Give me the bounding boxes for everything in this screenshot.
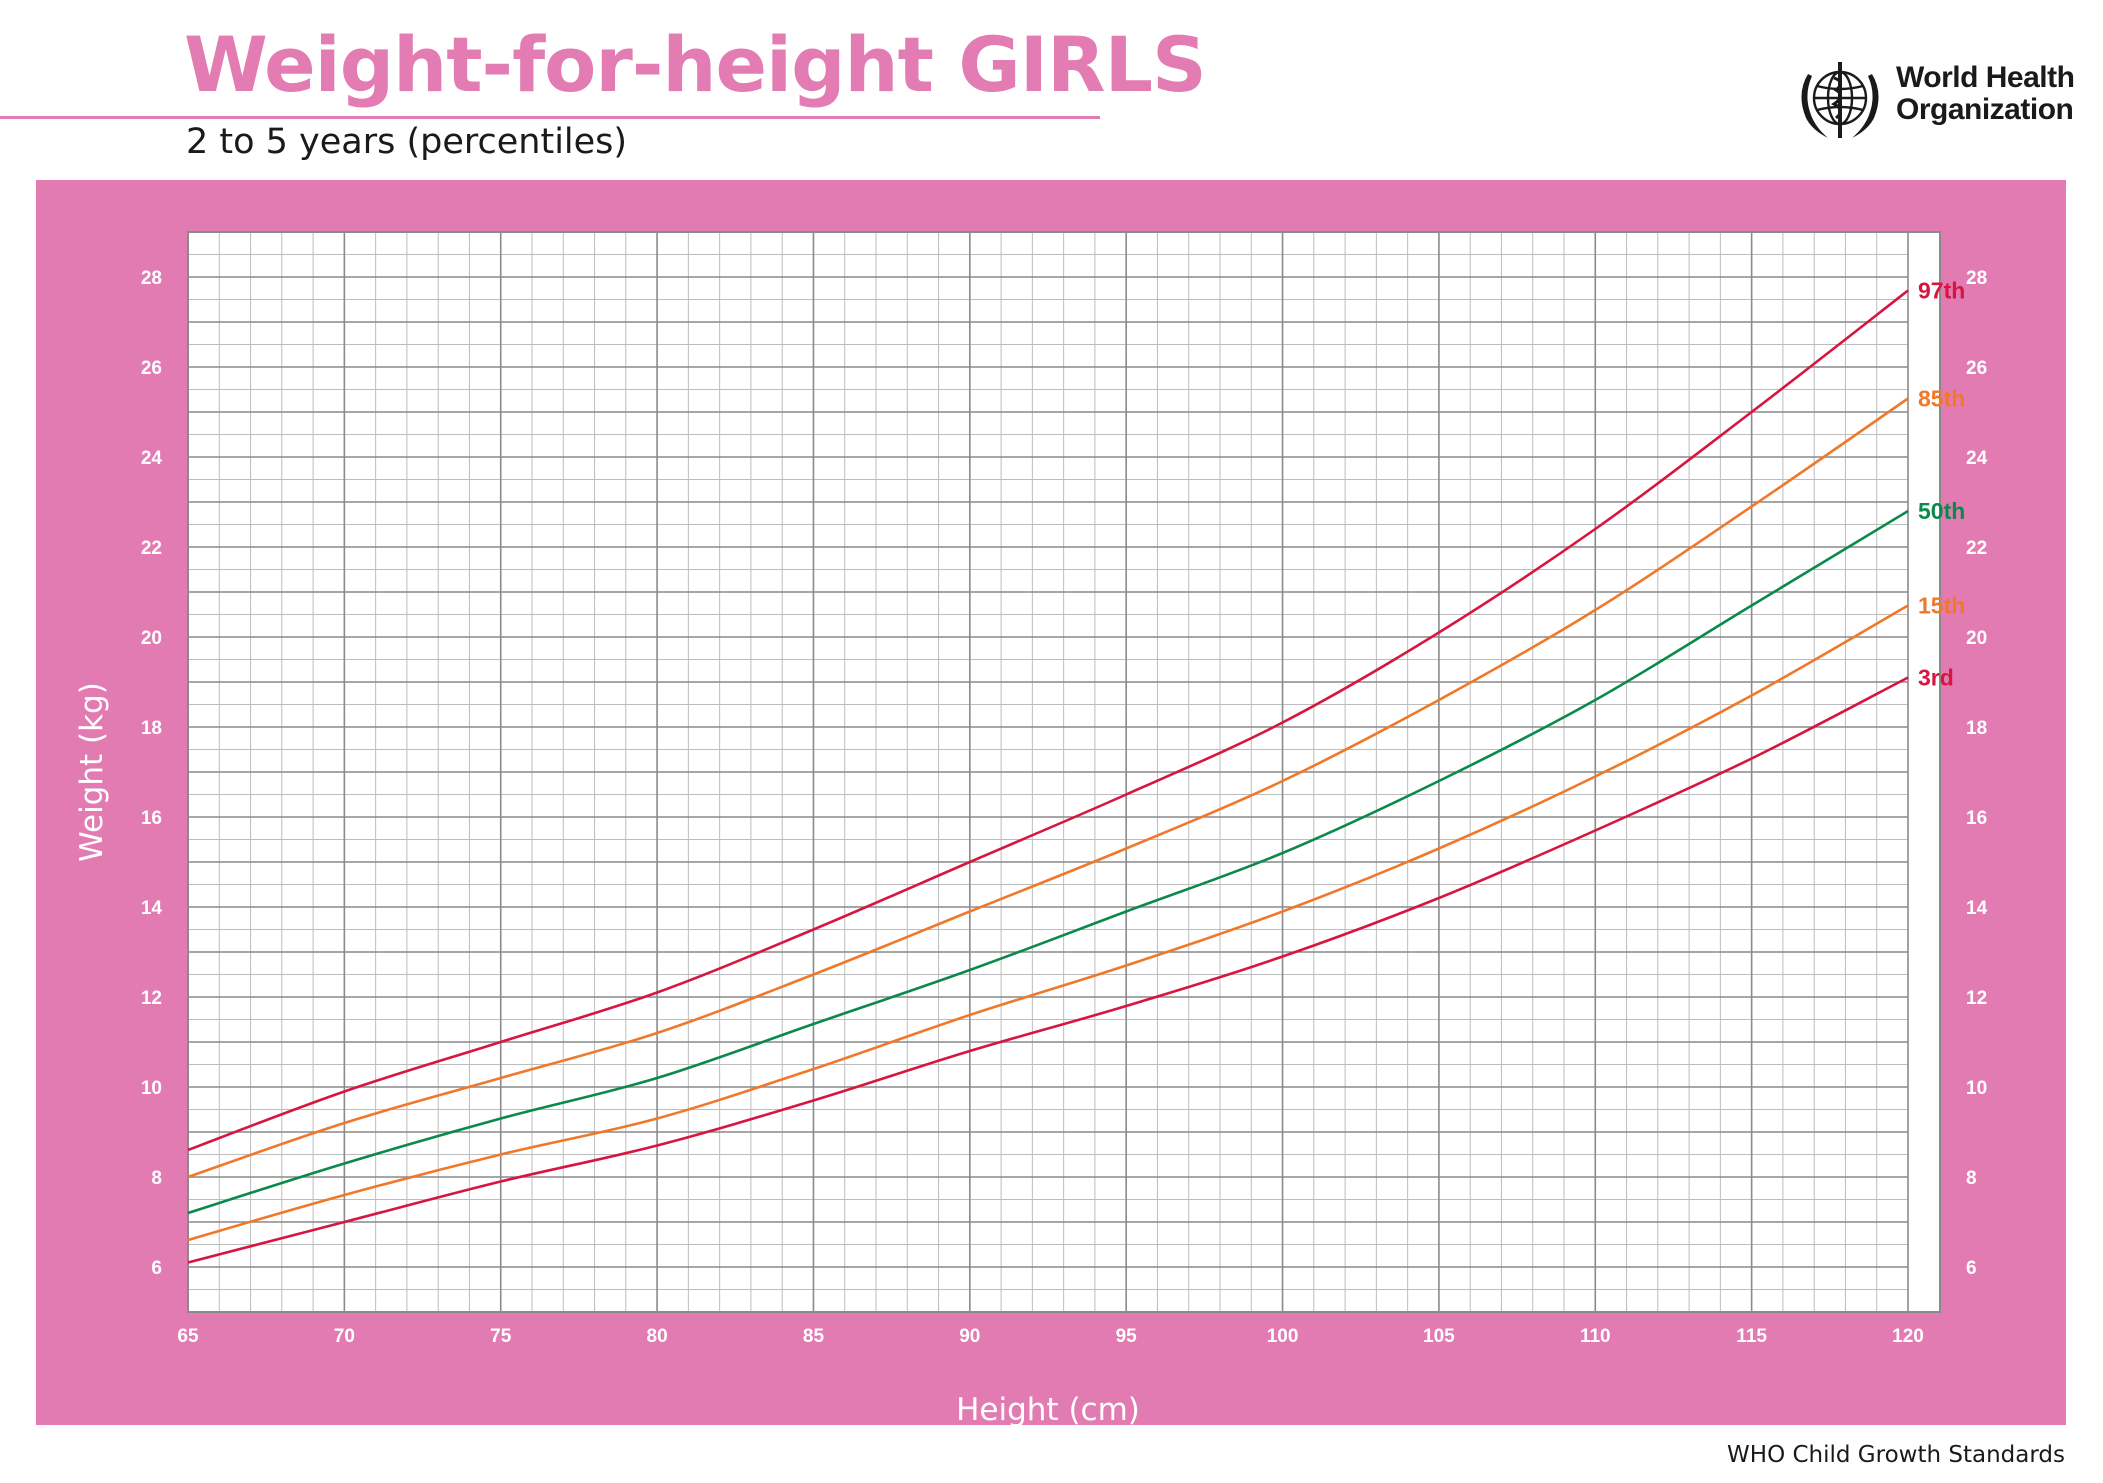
y-tick-label-right: 18 [1966, 718, 1987, 739]
page-title: Weight-for-height GIRLS [184, 20, 1207, 109]
x-tick-label: 105 [1423, 1326, 1455, 1347]
x-tick-label: 90 [959, 1326, 980, 1347]
series-line-97th [187, 289, 1909, 1152]
y-tick-label-left: 14 [141, 898, 163, 919]
y-axis-title: Weight (kg) [74, 682, 110, 862]
y-tick-label-left: 6 [151, 1258, 162, 1279]
y-tick-label-left: 10 [141, 1078, 162, 1099]
y-tick-label-right: 28 [1966, 268, 1987, 289]
y-tick-label-right: 24 [1966, 448, 1988, 469]
x-tick-label: 95 [1116, 1326, 1138, 1347]
y-tick-label-right: 8 [1966, 1168, 1977, 1189]
x-tick-label: 80 [647, 1326, 668, 1347]
chart-panel: 97th 85th 50th 15th 3rd 6 6 8 8 10 10 12 12 14 14 16 16 1… [36, 180, 2066, 1425]
x-tick-label: 115 [1736, 1326, 1767, 1347]
series-line-15th [187, 604, 1909, 1242]
x-tick-label: 75 [490, 1326, 512, 1347]
series-line-3rd [187, 676, 1909, 1264]
x-axis-title: Height (cm) [956, 1392, 1140, 1425]
plot-frame [187, 231, 1941, 1313]
series-label: 50th [1918, 498, 1965, 524]
x-tick-label: 65 [177, 1326, 199, 1347]
logo-text-line2: Organization [1896, 93, 2074, 126]
series-label: 3rd [1918, 665, 1954, 691]
y-tick-label-right: 16 [1966, 808, 1987, 829]
x-tick-label: 70 [334, 1326, 355, 1347]
y-tick-label-left: 8 [151, 1168, 162, 1189]
x-tick-label: 120 [1892, 1326, 1924, 1347]
weight-for-height-chart: 97th 85th 50th 15th 3rd 6 6 8 8 10 10 12 12 14 14 16 16 1… [74, 231, 1988, 1425]
series-line-85th [187, 397, 1909, 1179]
y-tick-label-right: 26 [1966, 358, 1987, 379]
footer-text: WHO Child Growth Standards [1727, 1442, 2065, 1468]
page-subtitle: 2 to 5 years (percentiles) [186, 122, 628, 162]
y-tick-label-left: 24 [141, 448, 163, 469]
logo-text-line1: World Health [1896, 61, 2075, 94]
y-tick-label-left: 12 [141, 988, 162, 1009]
x-tick-label: 100 [1267, 1326, 1299, 1347]
series-label: 15th [1918, 593, 1965, 619]
who-logo: World Health Organization [1790, 54, 2090, 144]
y-tick-label-left: 16 [141, 808, 162, 829]
series-label: 85th [1918, 386, 1965, 412]
y-tick-label-right: 22 [1966, 538, 1987, 559]
y-tick-label-left: 20 [141, 628, 162, 649]
x-tick-label: 85 [803, 1326, 825, 1347]
title-underline [0, 116, 1100, 119]
y-tick-label-left: 18 [141, 718, 162, 739]
y-tick-label-left: 26 [141, 358, 162, 379]
y-tick-label-left: 22 [141, 538, 162, 559]
who-emblem-icon [1801, 62, 1879, 138]
y-tick-label-right: 12 [1966, 988, 1987, 1009]
series-label: 97th [1918, 278, 1965, 304]
y-tick-label-right: 20 [1966, 628, 1987, 649]
y-tick-label-right: 10 [1966, 1078, 1987, 1099]
series-line-50th [187, 509, 1909, 1215]
y-tick-label-right: 6 [1966, 1258, 1977, 1279]
y-tick-label-right: 14 [1966, 898, 1988, 919]
x-tick-label: 110 [1580, 1326, 1611, 1347]
y-tick-label-left: 28 [141, 268, 162, 289]
